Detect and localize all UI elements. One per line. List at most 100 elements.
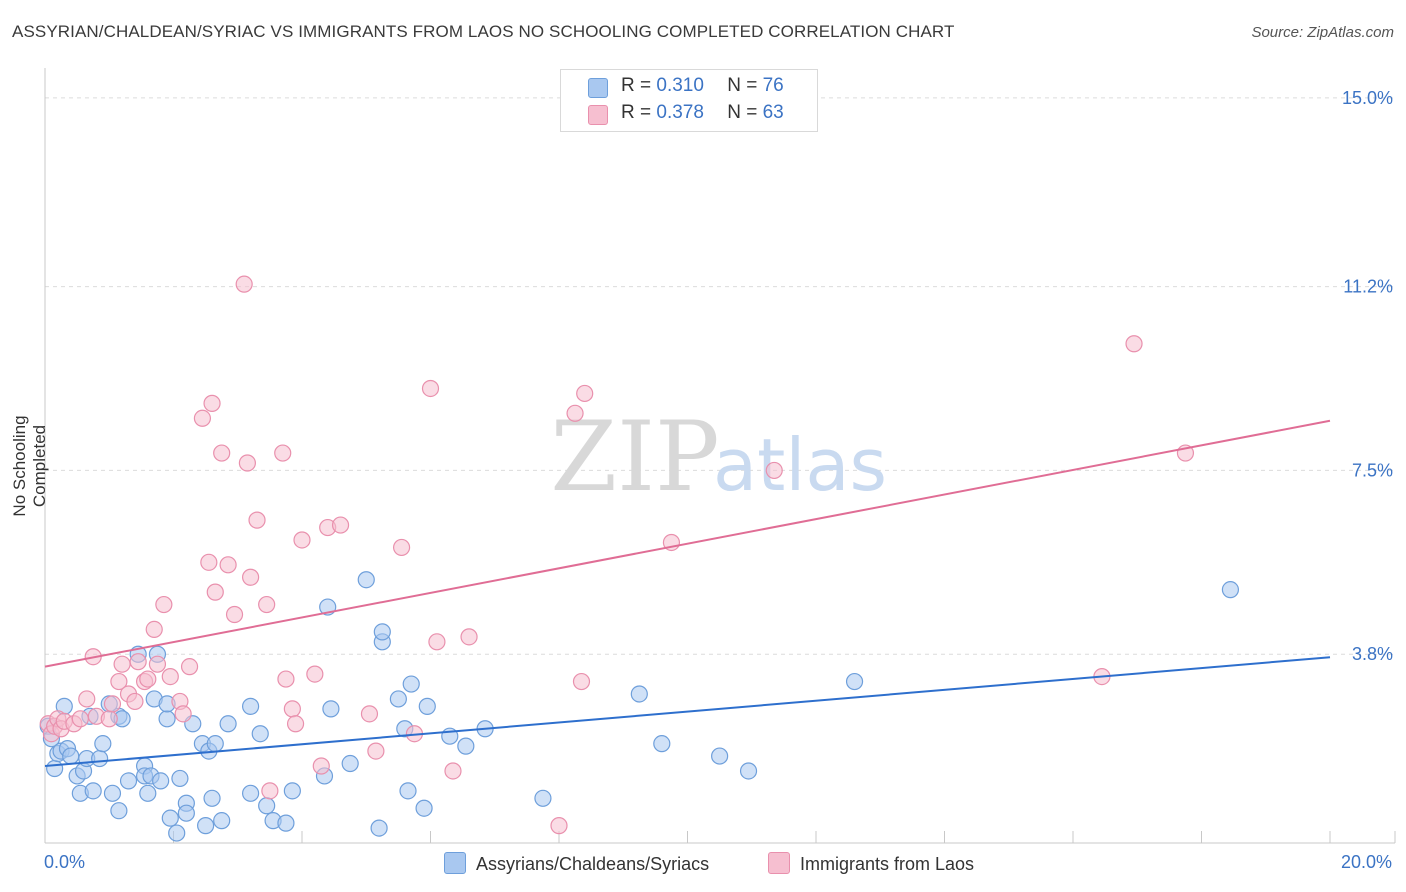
data-point <box>148 655 167 673</box>
legend-swatch-blue <box>444 852 466 874</box>
data-point <box>203 394 221 412</box>
data-point <box>46 759 64 778</box>
data-point <box>283 782 301 800</box>
data-point <box>277 670 295 688</box>
data-point <box>389 690 407 708</box>
data-point <box>219 715 237 733</box>
correlation-legend: R = 0.310 N = 76 R = 0.378 N = 63 <box>560 69 818 132</box>
data-point <box>251 725 269 743</box>
data-point <box>286 715 305 733</box>
data-point <box>155 595 173 614</box>
data-point <box>293 531 311 549</box>
data-point <box>277 814 295 832</box>
legend-r-label: R = <box>621 102 657 123</box>
x-tick-label-min: 0.0% <box>44 852 86 872</box>
data-point <box>174 705 192 723</box>
data-point <box>238 454 256 472</box>
legend-n-label: N = <box>727 102 763 123</box>
legend-swatch-pink <box>768 852 790 874</box>
data-point <box>534 789 552 807</box>
data-point <box>360 705 379 723</box>
source-label: Source: ZipAtlas.com <box>1251 24 1394 41</box>
data-point <box>177 804 195 822</box>
legend-swatch-blue <box>588 78 608 98</box>
data-point <box>392 538 411 557</box>
legend-row-blue: R = 0.310 N = 76 <box>588 75 784 99</box>
data-point <box>161 667 179 686</box>
y-tick-labels: 3.8% 7.5% 11.2% 15.0% <box>1342 88 1393 664</box>
data-point <box>110 672 128 691</box>
data-point <box>653 735 671 753</box>
data-point <box>845 672 864 691</box>
data-point <box>139 784 157 802</box>
data-point <box>258 797 276 815</box>
x-tick-label-max: 20.0% <box>1340 852 1392 872</box>
data-point <box>193 409 212 427</box>
data-point <box>219 556 237 574</box>
data-point <box>213 444 231 462</box>
data-point <box>168 824 186 842</box>
data-point <box>180 658 199 676</box>
data-point <box>242 784 260 802</box>
data-point <box>341 754 359 773</box>
data-point <box>110 802 128 820</box>
data-point <box>103 784 122 802</box>
legend-row-pink: R = 0.378 N = 63 <box>588 102 784 126</box>
trend-lines <box>44 419 1331 767</box>
data-point <box>711 747 729 765</box>
watermark: ZIP atlas <box>550 401 887 513</box>
data-point <box>444 762 462 780</box>
data-point <box>235 275 253 293</box>
data-point <box>113 655 131 673</box>
data-point <box>171 769 189 788</box>
data-point <box>457 737 475 755</box>
data-point <box>261 782 279 800</box>
trend-line-blue <box>44 656 1331 767</box>
data-point <box>415 799 433 817</box>
legend-n-value: 63 <box>762 102 784 123</box>
data-point <box>78 690 96 708</box>
data-point <box>274 444 292 462</box>
data-point <box>200 553 218 571</box>
data-point <box>119 772 138 790</box>
data-point <box>242 568 260 586</box>
data-point <box>630 685 648 703</box>
data-point <box>242 697 260 715</box>
data-point <box>225 605 244 624</box>
data-point <box>126 692 144 711</box>
y-axis-title: No Schooling Completed <box>10 415 49 517</box>
data-point <box>322 700 340 718</box>
data-point <box>566 404 584 422</box>
trend-line-pink <box>44 419 1331 668</box>
data-point <box>1125 335 1143 353</box>
data-point <box>312 757 330 775</box>
data-point <box>158 710 176 728</box>
legend-r-value: 0.310 <box>656 75 704 96</box>
legend-label-assyrians: Assyrians/Chaldeans/Syriacs <box>476 854 710 874</box>
data-point <box>765 461 783 480</box>
data-point <box>331 516 350 534</box>
legend-n-value: 76 <box>762 75 784 96</box>
data-point <box>357 571 375 589</box>
data-point <box>283 700 301 718</box>
data-point <box>206 583 224 601</box>
data-point <box>139 670 157 688</box>
legend-r-label: R = <box>621 75 657 96</box>
data-point <box>402 675 420 693</box>
data-point <box>145 620 163 638</box>
data-point <box>206 735 224 753</box>
watermark-atlas: atlas <box>713 423 887 507</box>
data-point <box>258 595 276 614</box>
data-point <box>460 628 478 646</box>
data-point <box>152 772 170 790</box>
legend-n-label: N = <box>727 75 763 96</box>
legend-item-assyrians: Assyrians/Chaldeans/Syriacs <box>444 852 709 875</box>
series-blue-points <box>39 571 1240 842</box>
data-point <box>103 695 122 713</box>
y-tick-label: 7.5% <box>1352 460 1393 480</box>
data-point <box>306 665 324 683</box>
data-point <box>91 749 109 768</box>
data-point <box>71 710 89 728</box>
data-point <box>94 735 112 753</box>
y-tick-label: 15.0% <box>1342 88 1393 108</box>
